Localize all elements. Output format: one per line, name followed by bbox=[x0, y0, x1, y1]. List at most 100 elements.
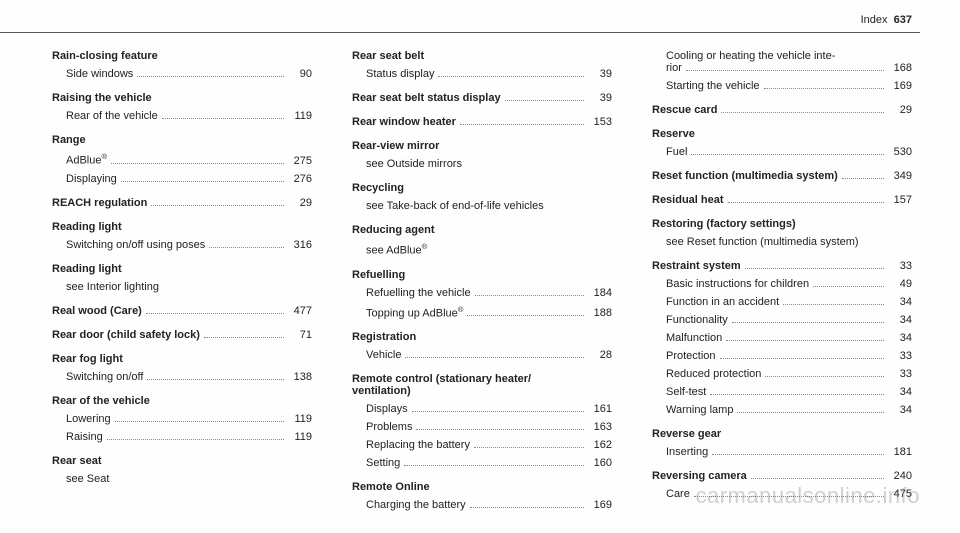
index-entry: Displaying 276 bbox=[52, 173, 312, 185]
index-entry: Protection33 bbox=[652, 350, 912, 362]
index-page: 71 bbox=[288, 329, 312, 341]
index-label: Topping up AdBlue® bbox=[366, 305, 463, 320]
leader-dots bbox=[460, 116, 584, 125]
index-label: Protection bbox=[666, 350, 716, 362]
leader-dots bbox=[691, 146, 884, 155]
index-label: Reducing agent bbox=[352, 224, 435, 236]
leader-dots bbox=[412, 404, 584, 413]
index-entry: Rear of the vehicle bbox=[52, 395, 312, 407]
index-see-reference: see Interior lighting bbox=[66, 281, 159, 293]
leader-dots bbox=[209, 239, 284, 248]
leader-dots bbox=[712, 446, 884, 455]
leader-dots bbox=[146, 305, 284, 314]
index-page: 161 bbox=[588, 403, 612, 415]
column-2: Rear seat beltStatus display39Rear seat … bbox=[352, 50, 612, 503]
index-see-reference: see AdBlue® bbox=[366, 242, 427, 257]
index-label: Residual heat bbox=[652, 194, 724, 206]
index-entry: Vehicle28 bbox=[352, 349, 612, 361]
leader-dots bbox=[813, 278, 884, 287]
index-label: Switching on/off using poses bbox=[66, 239, 205, 251]
index-label: Raising the vehicle bbox=[52, 92, 152, 104]
leader-dots bbox=[467, 308, 584, 317]
index-entry: Basic instructions for children49 bbox=[652, 278, 912, 290]
index-entry: Malfunction34 bbox=[652, 332, 912, 344]
index-entry: Fuel530 bbox=[652, 146, 912, 158]
index-page: 169 bbox=[888, 80, 912, 92]
index-page: 184 bbox=[588, 287, 612, 299]
index-page: 181 bbox=[888, 446, 912, 458]
index-entry: see AdBlue® bbox=[352, 242, 612, 257]
index-page: 33 bbox=[888, 260, 912, 272]
leader-dots bbox=[686, 62, 884, 71]
index-label: Reduced protection bbox=[666, 368, 761, 380]
index-entry: REACH regulation 29 bbox=[52, 197, 312, 209]
index-page: 34 bbox=[888, 296, 912, 308]
column-1: Rain-closing featureSide windows90Raisin… bbox=[52, 50, 312, 503]
index-label: ventilation) bbox=[352, 385, 411, 397]
watermark: carmanualsonline.info bbox=[695, 483, 920, 509]
index-entry: see Interior lighting bbox=[52, 281, 312, 293]
leader-dots bbox=[737, 404, 884, 413]
index-see-reference: see Outside mirrors bbox=[366, 158, 462, 170]
index-entry: Rear fog light bbox=[52, 353, 312, 365]
leader-dots bbox=[416, 422, 584, 431]
index-label: Refuelling the vehicle bbox=[366, 287, 471, 299]
index-label: Displays bbox=[366, 403, 408, 415]
index-label: Problems bbox=[366, 421, 412, 433]
index-label: Rear-view mirror bbox=[352, 140, 439, 152]
index-entry: Rear window heater153 bbox=[352, 116, 612, 128]
index-label: REACH regulation bbox=[52, 197, 147, 209]
index-entry: see Reset function (multimedia system) bbox=[652, 236, 912, 248]
index-page: 157 bbox=[888, 194, 912, 206]
index-columns: Rain-closing featureSide windows90Raisin… bbox=[52, 50, 912, 503]
index-page: 477 bbox=[288, 305, 312, 317]
index-entry: AdBlue®275 bbox=[52, 152, 312, 167]
index-label: Rear of the vehicle bbox=[66, 110, 158, 122]
leader-dots bbox=[505, 92, 584, 101]
header-label: Index bbox=[861, 14, 888, 26]
leader-dots bbox=[764, 80, 884, 89]
header-rule bbox=[0, 32, 920, 33]
index-entry: Rain-closing feature bbox=[52, 50, 312, 62]
column-3: Cooling or heating the vehicle inte-rior… bbox=[652, 50, 912, 503]
index-label: Self-test bbox=[666, 386, 706, 398]
index-page: 316 bbox=[288, 239, 312, 251]
index-entry: see Seat bbox=[52, 473, 312, 485]
index-entry: Real wood (Care) 477 bbox=[52, 305, 312, 317]
index-entry: Registration bbox=[352, 331, 612, 343]
leader-dots bbox=[405, 350, 584, 359]
index-entry: Reset function (multimedia system)349 bbox=[652, 170, 912, 182]
index-page: 119 bbox=[288, 110, 312, 122]
index-page: 169 bbox=[588, 499, 612, 511]
index-entry: Rear seat bbox=[52, 455, 312, 467]
index-label: Rear seat belt status display bbox=[352, 92, 501, 104]
index-page: 162 bbox=[588, 439, 612, 451]
index-page: 29 bbox=[288, 197, 312, 209]
index-entry: Raising the vehicle bbox=[52, 92, 312, 104]
index-page: 276 bbox=[288, 173, 312, 185]
index-entry: Self-test34 bbox=[652, 386, 912, 398]
index-page: 275 bbox=[288, 155, 312, 167]
index-label: Care bbox=[666, 488, 690, 500]
index-label: Remote Online bbox=[352, 481, 430, 493]
index-entry: Remote control (stationary heater/ventil… bbox=[352, 373, 612, 397]
index-entry: Functionality34 bbox=[652, 314, 912, 326]
index-label: Displaying bbox=[66, 173, 117, 185]
leader-dots bbox=[721, 104, 884, 113]
index-page: 90 bbox=[288, 68, 312, 80]
leader-dots bbox=[783, 296, 884, 305]
index-label: Registration bbox=[352, 331, 416, 343]
index-label: Real wood (Care) bbox=[52, 305, 142, 317]
index-entry: Range bbox=[52, 134, 312, 146]
index-label: Reading light bbox=[52, 263, 122, 275]
index-entry: Switching on/off using poses 316 bbox=[52, 239, 312, 251]
index-label: Reserve bbox=[652, 128, 695, 140]
index-entry: Warning lamp34 bbox=[652, 404, 912, 416]
index-entry: Inserting181 bbox=[652, 446, 912, 458]
leader-dots bbox=[765, 368, 884, 377]
index-page: 34 bbox=[888, 332, 912, 344]
index-label: Range bbox=[52, 134, 86, 146]
leader-dots bbox=[111, 155, 284, 164]
index-page: 119 bbox=[288, 413, 312, 425]
index-page: 530 bbox=[888, 146, 912, 158]
